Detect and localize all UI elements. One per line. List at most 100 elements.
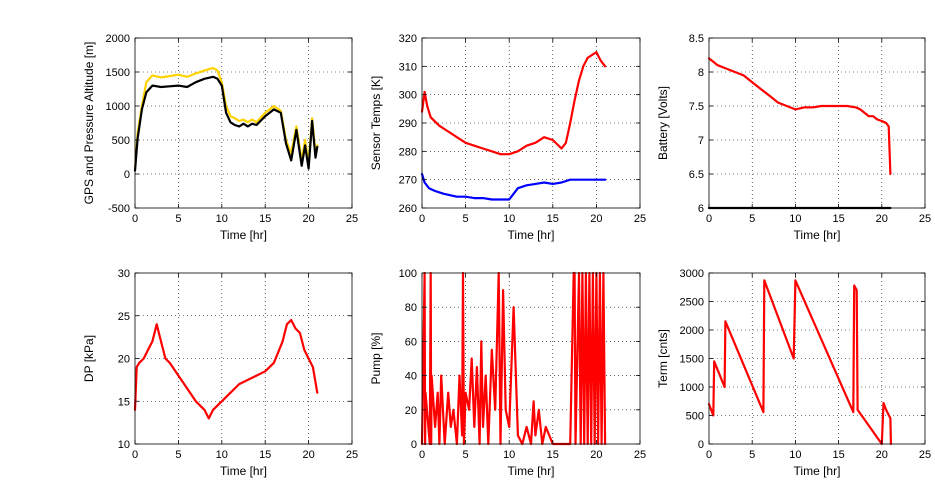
chart-panel-3: 0 5 10 15 20 25 6 6.5 7 7.5 8 8.5 Time [hr] Battery [… bbox=[656, 33, 931, 242]
chart-panel-2: 0 5 10 15 20 25 260 270 280 290 300 310 320 Time [hr]… bbox=[369, 33, 646, 242]
y-axis-label: DP [kPa] bbox=[82, 335, 96, 382]
y-tick-label: 300 bbox=[399, 90, 417, 102]
y-tick-label: 10 bbox=[118, 439, 130, 451]
y-tick-label: 40 bbox=[405, 371, 417, 383]
x-tick-label: 25 bbox=[346, 449, 358, 461]
x-tick-label: 15 bbox=[259, 213, 271, 225]
y-tick-label: 280 bbox=[399, 146, 417, 158]
y-tick-label: 0 bbox=[698, 439, 704, 451]
y-tick-label: 7 bbox=[698, 135, 704, 147]
y-axis-label: GPS and Pressure Altitude [m] bbox=[82, 42, 96, 205]
x-tick-label: 0 bbox=[706, 449, 712, 461]
x-tick-label: 15 bbox=[259, 449, 271, 461]
x-axis-label: Time [hr] bbox=[508, 464, 555, 478]
x-axis-label: Time [hr] bbox=[220, 464, 267, 478]
x-tick-label: 25 bbox=[919, 213, 931, 225]
y-axis-label: Sensor Temps [K] bbox=[369, 76, 383, 171]
chart-panel-4: 0 5 10 15 20 25 10 15 20 25 30 Time [hr] DP [kPa] bbox=[82, 268, 358, 478]
x-tick-label: 5 bbox=[749, 213, 755, 225]
plot-frame bbox=[421, 272, 641, 445]
x-axis-label: Time [hr] bbox=[794, 464, 841, 478]
y-tick-label: 270 bbox=[399, 175, 417, 187]
x-tick-label: 5 bbox=[749, 449, 755, 461]
x-tick-label: 0 bbox=[706, 213, 712, 225]
y-tick-label: 1000 bbox=[680, 382, 704, 394]
y-tick-label: 500 bbox=[112, 135, 130, 147]
x-tick-label: 5 bbox=[175, 213, 181, 225]
y-tick-label: 260 bbox=[399, 203, 417, 215]
x-axis-label: Time [hr] bbox=[508, 228, 555, 242]
x-axis-label: Time [hr] bbox=[220, 228, 267, 242]
y-tick-label: 6 bbox=[698, 203, 704, 215]
x-tick-label: 20 bbox=[876, 213, 888, 225]
y-tick-label: 0 bbox=[411, 439, 417, 451]
x-tick-label: 10 bbox=[789, 449, 801, 461]
x-tick-label: 15 bbox=[547, 449, 559, 461]
y-tick-label: 8.5 bbox=[689, 33, 704, 45]
x-tick-label: 25 bbox=[346, 213, 358, 225]
x-tick-label: 25 bbox=[634, 449, 646, 461]
y-tick-label: 15 bbox=[118, 396, 130, 408]
chart-panel-6: 0 5 10 15 20 25 0 500 1000 1500 2000 2500 3000 Time [… bbox=[656, 268, 931, 478]
series-line-1 bbox=[420, 51, 607, 156]
x-tick-label: 5 bbox=[175, 449, 181, 461]
y-tick-label: 20 bbox=[405, 405, 417, 417]
y-tick-label: -500 bbox=[108, 203, 130, 215]
x-tick-label: 0 bbox=[132, 213, 138, 225]
x-axis-label: Time [hr] bbox=[794, 228, 841, 242]
x-tick-label: 25 bbox=[634, 213, 646, 225]
y-tick-label: 290 bbox=[399, 118, 417, 130]
chart-panel-5: 0 5 10 15 20 25 0 20 40 60 80 100 Time [hr] Pump [%] bbox=[369, 268, 646, 478]
y-tick-label: 7.5 bbox=[689, 101, 704, 113]
y-tick-label: 3000 bbox=[680, 268, 704, 280]
y-tick-label: 8 bbox=[698, 67, 704, 79]
y-tick-label: 6.5 bbox=[689, 169, 704, 181]
y-tick-label: 30 bbox=[118, 268, 130, 280]
y-tick-label: 2500 bbox=[680, 297, 704, 309]
series-line-1 bbox=[133, 318, 319, 420]
x-tick-label: 25 bbox=[919, 449, 931, 461]
y-tick-label: 500 bbox=[686, 411, 704, 423]
y-axis-label: Term [cnts] bbox=[656, 329, 670, 388]
y-tick-label: 80 bbox=[405, 302, 417, 314]
y-axis-label: Pump [%] bbox=[369, 332, 383, 384]
y-tick-label: 60 bbox=[405, 336, 417, 348]
x-tick-label: 10 bbox=[503, 449, 515, 461]
x-tick-label: 5 bbox=[463, 449, 469, 461]
x-tick-label: 20 bbox=[876, 449, 888, 461]
y-tick-label: 20 bbox=[118, 354, 130, 366]
y-tick-label: 1500 bbox=[106, 67, 130, 79]
series-line-1 bbox=[707, 57, 892, 176]
y-tick-label: 100 bbox=[399, 268, 417, 280]
y-tick-label: 2000 bbox=[106, 33, 130, 45]
y-tick-label: 2000 bbox=[680, 325, 704, 337]
x-tick-label: 15 bbox=[832, 449, 844, 461]
y-tick-label: 1500 bbox=[680, 354, 704, 366]
plot-frame bbox=[708, 37, 926, 209]
x-tick-label: 20 bbox=[302, 449, 314, 461]
x-tick-label: 20 bbox=[590, 213, 602, 225]
x-tick-label: 15 bbox=[547, 213, 559, 225]
plot-frame bbox=[134, 37, 353, 209]
series-line-1 bbox=[707, 279, 893, 446]
x-tick-label: 0 bbox=[419, 213, 425, 225]
x-tick-label: 5 bbox=[463, 213, 469, 225]
y-axis-label: Battery [Volts] bbox=[656, 86, 670, 160]
y-tick-label: 0 bbox=[124, 169, 130, 181]
x-tick-label: 10 bbox=[216, 449, 228, 461]
y-tick-label: 1000 bbox=[106, 101, 130, 113]
x-tick-label: 10 bbox=[789, 213, 801, 225]
x-tick-label: 0 bbox=[132, 449, 138, 461]
x-tick-label: 15 bbox=[832, 213, 844, 225]
series-line-1 bbox=[420, 271, 607, 446]
series-line-2 bbox=[133, 75, 319, 172]
y-tick-label: 25 bbox=[118, 311, 130, 323]
x-tick-label: 20 bbox=[590, 449, 602, 461]
y-tick-label: 310 bbox=[399, 61, 417, 73]
y-tick-label: 320 bbox=[399, 33, 417, 45]
x-tick-label: 0 bbox=[419, 449, 425, 461]
x-tick-label: 20 bbox=[302, 213, 314, 225]
x-tick-label: 10 bbox=[503, 213, 515, 225]
